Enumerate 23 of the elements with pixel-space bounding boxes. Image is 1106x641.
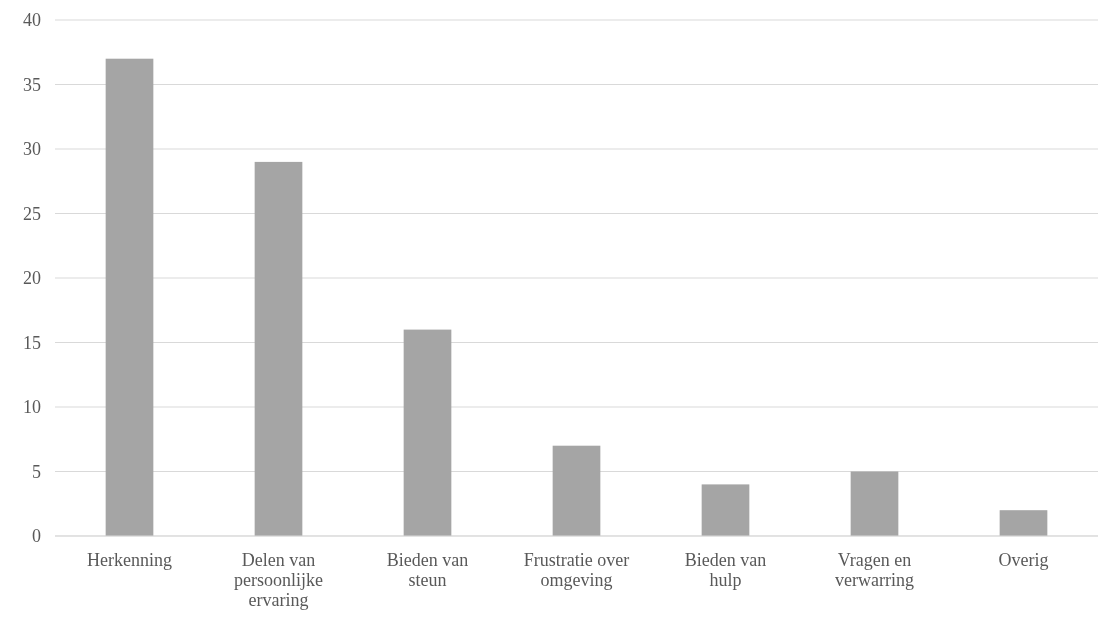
x-tick-label: Bieden van hulp bbox=[684, 550, 767, 590]
x-tick-label: Delen van persoonlijke ervaring bbox=[234, 550, 323, 610]
bar bbox=[701, 484, 750, 536]
y-tick-label: 25 bbox=[23, 203, 41, 224]
y-tick-label: 15 bbox=[23, 332, 41, 353]
y-tick-label: 10 bbox=[23, 397, 41, 418]
y-tick-label: 30 bbox=[23, 139, 41, 160]
y-tick-label: 35 bbox=[23, 74, 41, 95]
x-tick-label: Herkenning bbox=[87, 550, 172, 570]
bar bbox=[552, 445, 601, 536]
bar bbox=[105, 58, 154, 536]
x-tick-label: Frustratie over omgeving bbox=[523, 550, 630, 590]
x-tick-label: Bieden van steun bbox=[386, 550, 469, 590]
bar bbox=[850, 471, 899, 536]
bar bbox=[999, 510, 1048, 536]
x-tick-label: Overig bbox=[998, 550, 1049, 570]
y-tick-label: 5 bbox=[32, 461, 41, 482]
y-tick-label: 40 bbox=[23, 10, 41, 31]
bar bbox=[254, 161, 303, 536]
y-tick-label: 0 bbox=[32, 526, 41, 547]
bar bbox=[403, 329, 452, 536]
x-tick-label: Vragen en verwarring bbox=[835, 550, 914, 590]
y-tick-label: 20 bbox=[23, 268, 41, 289]
